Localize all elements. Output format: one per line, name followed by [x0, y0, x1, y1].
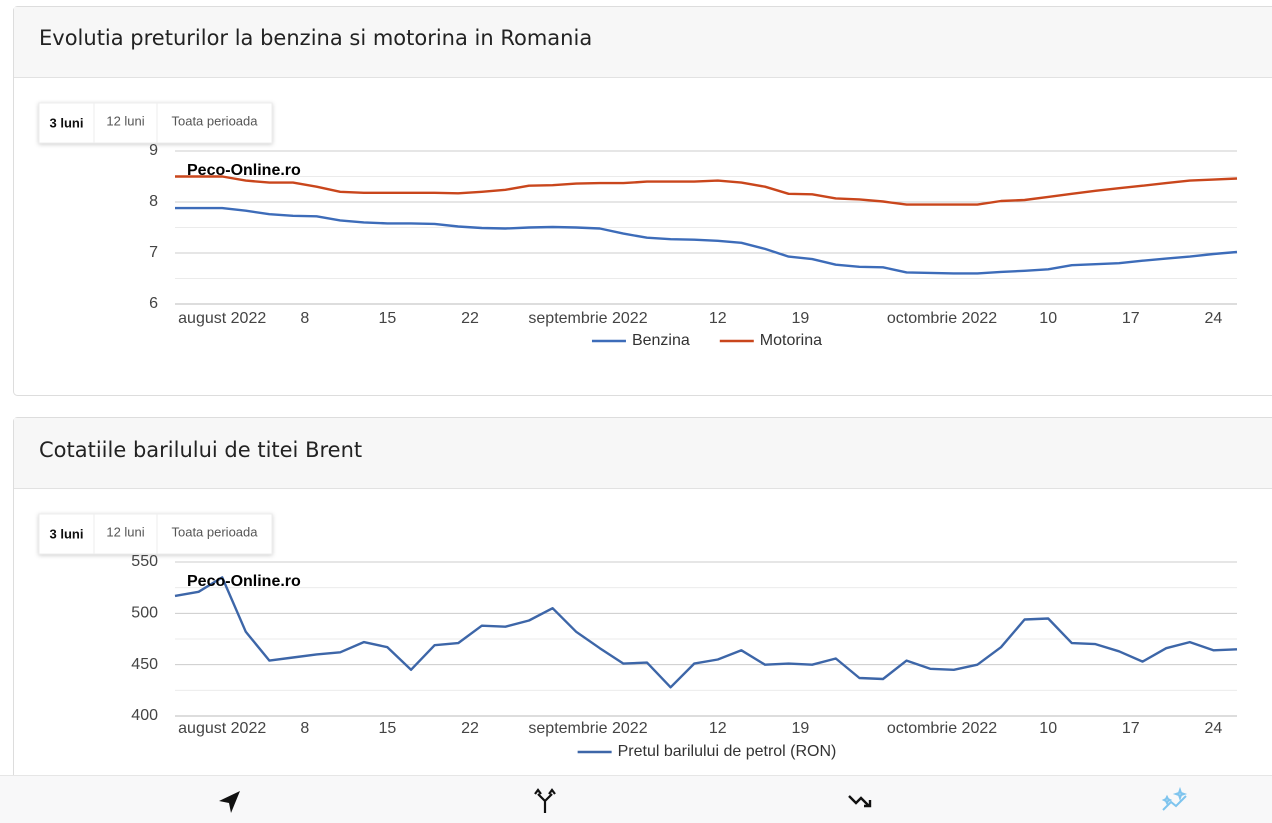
y-tick-label: 450	[131, 656, 158, 673]
y-tick-label: 7	[149, 244, 158, 261]
y-tick-label: 500	[131, 605, 158, 622]
nav-icon-insights[interactable]	[1161, 786, 1188, 811]
x-tick-label: 24	[1205, 720, 1223, 737]
nav-bar	[0, 775, 1272, 823]
x-tick-label: 19	[792, 720, 810, 737]
series-line	[174, 576, 1238, 689]
range-button[interactable]	[93, 513, 158, 555]
legend-label: Benzina	[632, 332, 690, 349]
x-tick-label: septembrie 2022	[528, 310, 647, 327]
y-tick-label: 400	[131, 707, 158, 724]
range-button-label[interactable]: Toata perioada	[171, 524, 258, 539]
card	[13, 417, 1272, 823]
x-tick-label: septembrie 2022	[528, 720, 647, 737]
range-button-label[interactable]: 12 luni	[106, 524, 144, 539]
range-button-label[interactable]: Toata perioada	[171, 113, 258, 128]
legend-label: Motorina	[760, 332, 822, 349]
x-tick-label: august 2022	[178, 720, 266, 737]
x-tick-label: octombrie 2022	[887, 310, 997, 327]
charts: 3 luni 12 luni Toata perioada 6 7 8 9 august 20…	[38, 102, 1238, 760]
watermark: Peco-Online.ro	[187, 162, 301, 179]
x-tick-label: 10	[1039, 310, 1057, 327]
series-line	[175, 206, 1238, 275]
range-button[interactable]	[93, 102, 158, 144]
bottom-nav	[0, 775, 1272, 823]
y-tick-label: 6	[149, 295, 158, 312]
nav-icon-fork[interactable]	[534, 788, 556, 813]
x-tick-label: 24	[1205, 310, 1223, 327]
range-button-label[interactable]: 12 luni	[106, 113, 144, 128]
x-tick-label: 22	[461, 310, 479, 327]
card-header	[14, 418, 1272, 488]
x-tick-label: 17	[1122, 310, 1140, 327]
card-title: Cotatiile barilului de titei Brent	[39, 438, 362, 462]
x-tick-label: 22	[461, 720, 479, 737]
x-tick-label: 15	[379, 310, 397, 327]
legend: Pretul barilului de petrol (RON)	[577, 743, 837, 760]
range-button[interactable]	[156, 513, 273, 555]
card-title: Evolutia preturilor la benzina si motori…	[39, 26, 592, 50]
x-tick-label: 10	[1039, 720, 1057, 737]
x-tick-label: 12	[709, 720, 727, 737]
legend: Benzina Motorina	[591, 332, 822, 349]
nav-icon-navigation[interactable]	[219, 791, 240, 813]
range-buttons: 3 luni 12 luni Toata perioada	[38, 102, 273, 144]
watermark: Peco-Online.ro	[187, 573, 301, 590]
x-tick-label: 19	[792, 310, 810, 327]
x-tick-label: 12	[709, 310, 727, 327]
range-buttons: 3 luni 12 luni Toata perioada	[38, 513, 273, 555]
card	[13, 6, 1272, 396]
range-button-label[interactable]: 3 luni	[50, 115, 84, 130]
x-tick-label: august 2022	[178, 310, 266, 327]
x-tick-label: 8	[300, 720, 309, 737]
y-tick-label: 8	[149, 193, 158, 210]
nav-icon-trending-down[interactable]	[848, 795, 872, 808]
range-button[interactable]	[156, 102, 273, 144]
x-tick-label: 8	[300, 310, 309, 327]
x-tick-label: 15	[379, 720, 397, 737]
x-tick-label: octombrie 2022	[887, 720, 997, 737]
y-tick-label: 9	[149, 142, 158, 159]
legend-label: Pretul barilului de petrol (RON)	[618, 743, 837, 760]
range-button-label[interactable]: 3 luni	[50, 526, 84, 541]
x-tick-label: 17	[1122, 720, 1140, 737]
y-tick-label: 550	[131, 553, 158, 570]
series-line	[175, 175, 1238, 206]
card-header	[14, 7, 1272, 77]
